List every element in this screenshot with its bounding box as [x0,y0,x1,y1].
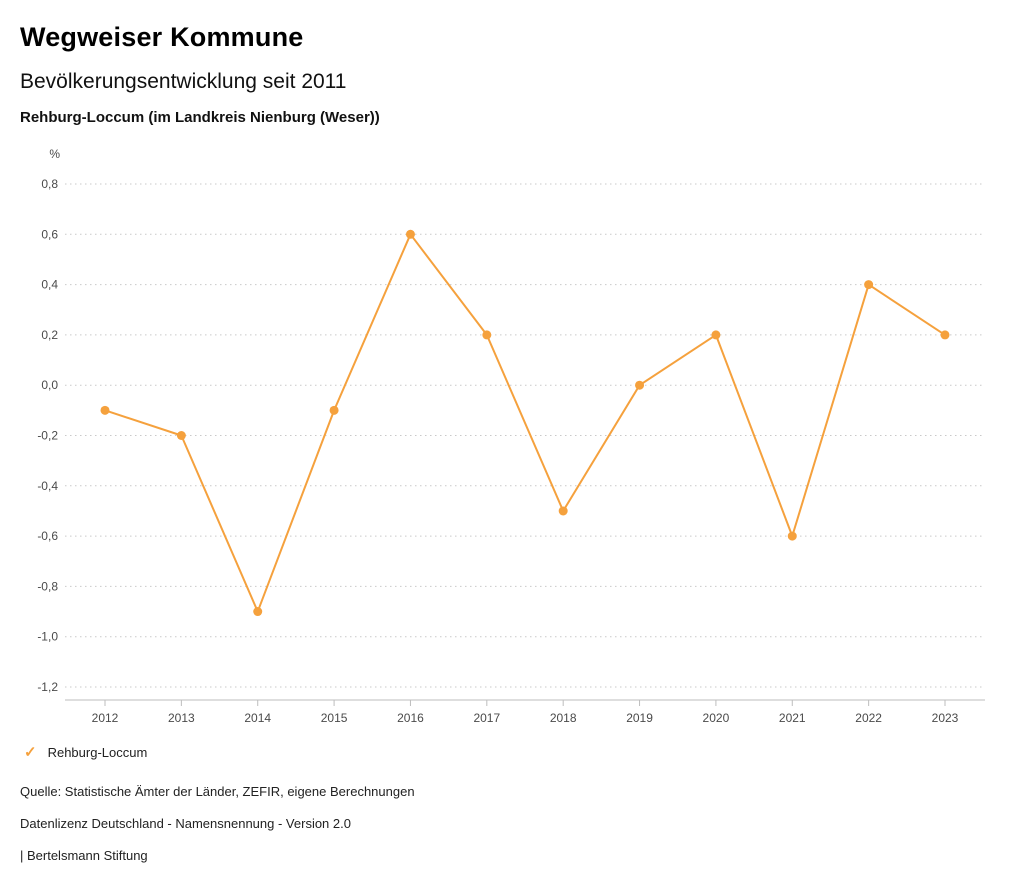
header: Wegweiser Kommune Bevölkerungsentwicklun… [20,22,380,126]
x-axis-tick-label: 2017 [473,711,500,725]
population-line-chart: % 0,8 0,6 0,4 0,2 0,0 -0,2 -0,4 -0,6 -0,8 -1,0 -1,2… [37,147,985,725]
y-axis-tick-label: -0,4 [37,479,58,493]
x-axis-tick-label: 2013 [168,711,195,725]
y-axis-unit-label: % [49,147,60,161]
data-point[interactable] [787,531,797,541]
data-point[interactable] [329,405,339,415]
page-title: Bevölkerungsentwicklung seit 2011 [20,70,347,93]
y-axis-tick-label: 0,8 [41,177,58,191]
series-line [104,233,946,613]
y-axis-tick-label: -1,0 [37,630,58,644]
y-axis-tick-label: -0,8 [37,579,58,593]
y-axis-tick-label: 0,2 [41,328,58,342]
legend-label: Rehburg-Loccum [47,745,148,760]
y-axis-tick-label: -0,2 [37,429,58,443]
x-axis-tick-label: 2019 [626,711,653,725]
x-axis-tick-label: 2012 [92,711,119,725]
y-axis-tick-label: -0,6 [37,529,58,543]
y-axis-tick-label: 0,4 [41,278,58,292]
data-point[interactable] [864,280,874,290]
license-text: Datenlizenz Deutschland - Namensnennung … [20,816,351,831]
legend-item-rehburg-loccum[interactable]: ✓ Rehburg-Loccum [24,745,147,760]
x-axis-tick-label: 2020 [703,711,730,725]
attribution-text: | Bertelsmann Stiftung [20,848,148,863]
x-axis-tick-label: 2022 [855,711,882,725]
data-point[interactable] [100,405,110,415]
data-point[interactable] [253,607,263,617]
check-icon: ✓ [24,744,37,761]
y-axis-tick-label: -1,2 [37,680,58,694]
data-point[interactable] [405,229,415,239]
data-point[interactable] [558,506,568,516]
chart-area: % 0,8 0,6 0,4 0,2 0,0 -0,2 -0,4 -0,6 -0,8 -1,0 -1,2… [0,132,1024,736]
x-axis-tick-label: 2021 [779,711,806,725]
x-axis-tick-label: 2018 [550,711,577,725]
y-axis-tick-label: 0,0 [41,378,58,392]
source-text: Quelle: Statistische Ämter der Länder, Z… [20,784,415,799]
x-axis-tick-label: 2014 [244,711,271,725]
y-axis-tick-label: 0,6 [41,227,58,241]
chart-subtitle: Rehburg-Loccum (im Landkreis Nienburg (W… [20,109,380,126]
x-axis-tick-label: 2023 [932,711,959,725]
data-point[interactable] [711,330,721,340]
data-point[interactable] [482,330,492,340]
x-axis-tick-label: 2016 [397,711,424,725]
data-point[interactable] [635,380,645,390]
brand-title: Wegweiser Kommune [20,22,304,52]
data-point[interactable] [176,431,186,440]
footer: Quelle: Statistische Ämter der Länder, Z… [20,785,415,881]
x-axis-tick-label: 2015 [321,711,348,725]
data-point[interactable] [940,330,950,340]
